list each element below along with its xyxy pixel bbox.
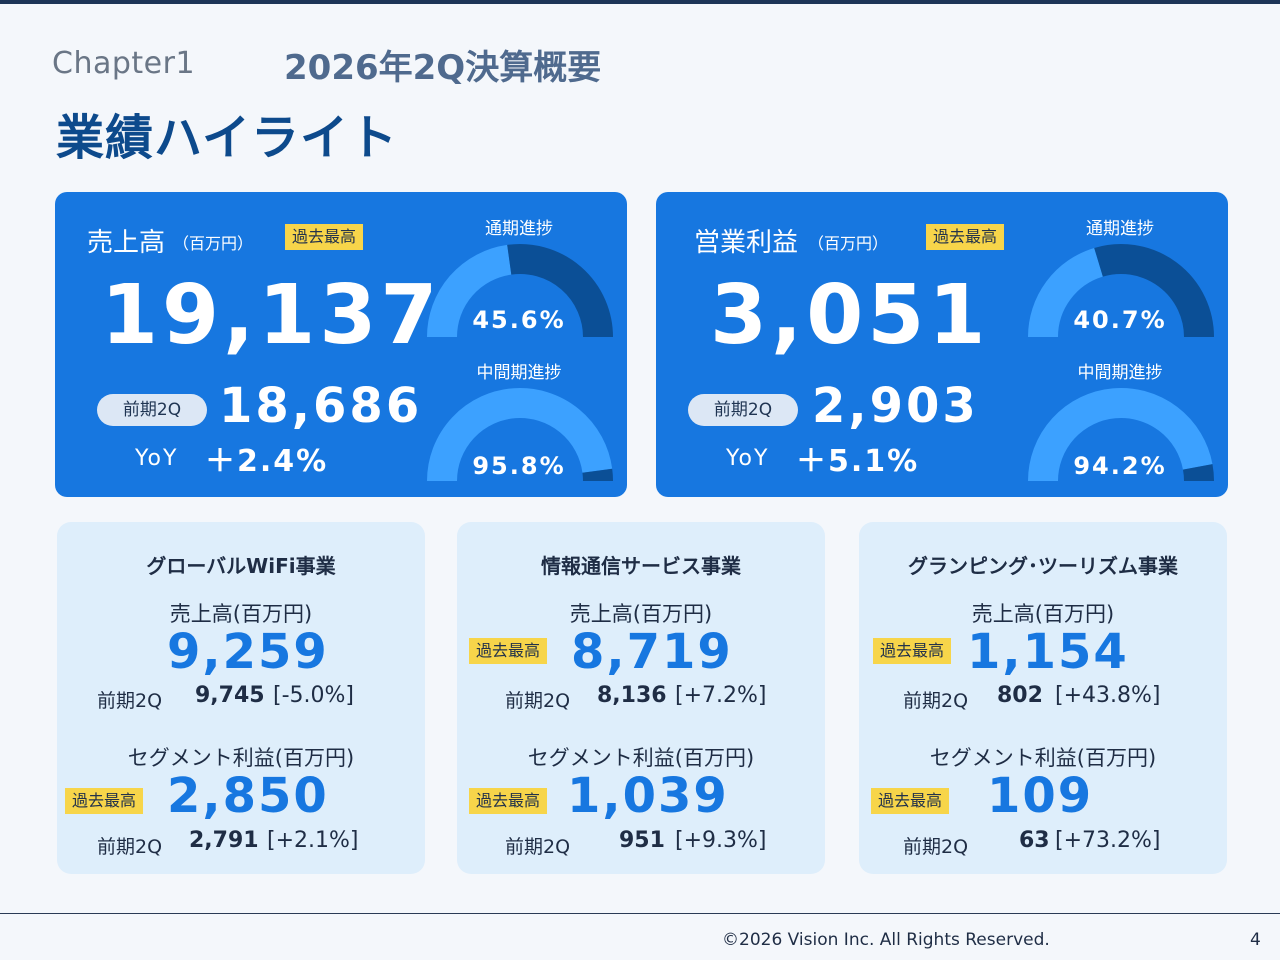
gauge-full-percent: 40.7% bbox=[1073, 306, 1167, 334]
segment-sales-label: 売上高(百万円) bbox=[971, 602, 1115, 626]
gauge-track bbox=[1028, 247, 1104, 338]
prev-period-pill: 前期2Q bbox=[97, 394, 207, 426]
segment-card-telecom-services: 情報通信サービス事業 売上高(百万円) 過去最高 8,719 前期2Q 8,13… bbox=[457, 522, 825, 874]
segment-sales-prev-rate: [-5.0%] bbox=[273, 683, 354, 708]
segment-sales-prev-value: 802 bbox=[997, 683, 1043, 708]
segment-profit-prev-rate: [+9.3%] bbox=[675, 828, 767, 853]
top-rule bbox=[0, 0, 1280, 4]
segment-profit-prev-rate: [+2.1%] bbox=[267, 828, 359, 853]
segment-profit-label: セグメント利益(百万円) bbox=[527, 746, 755, 770]
segment-card-global-wifi: グローバルWiFi事業 売上高(百万円) 9,259 前期2Q 9,745 [-… bbox=[57, 522, 425, 874]
segment-name: グランピング･ツーリズム事業 bbox=[908, 554, 1178, 578]
segment-name: グローバルWiFi事業 bbox=[146, 554, 336, 578]
segment-profit-prev-label: 前期2Q bbox=[97, 836, 163, 858]
yoy-label: YoY bbox=[726, 446, 770, 471]
record-high-badge: 過去最高 bbox=[871, 788, 950, 814]
gauge-full-year bbox=[427, 244, 613, 338]
gauge-track bbox=[427, 244, 512, 338]
kpi-card-sales: 売上高 （百万円） 過去最高 19,137 前期2Q 18,686 YoY ＋2… bbox=[55, 192, 627, 497]
gauge-half-year bbox=[1028, 388, 1214, 482]
record-high-badge: 過去最高 bbox=[469, 788, 548, 814]
record-high-badge: 過去最高 bbox=[469, 638, 548, 664]
gauge-half-title: 中間期進捗 bbox=[476, 363, 562, 383]
segment-profit-prev-value: 63 bbox=[1019, 828, 1050, 853]
record-high-badge: 過去最高 bbox=[65, 788, 144, 814]
gauge-half-percent: 95.8% bbox=[472, 452, 566, 480]
gauge-progress bbox=[1182, 464, 1214, 482]
segment-card-glamping-tourism: グランピング･ツーリズム事業 売上高(百万円) 過去最高 1,154 前期2Q … bbox=[859, 522, 1227, 874]
segment-sales-value: 8,719 bbox=[571, 624, 733, 680]
prev-period-pill: 前期2Q bbox=[688, 394, 798, 426]
record-high-badge: 過去最高 bbox=[285, 224, 364, 250]
gauge-progress bbox=[1094, 244, 1214, 338]
gauge-track bbox=[427, 388, 613, 482]
kpi-unit: （百万円） bbox=[173, 234, 254, 253]
segment-sales-prev-label: 前期2Q bbox=[97, 690, 163, 712]
gauge-full-percent: 45.6% bbox=[472, 306, 566, 334]
yoy-value: ＋5.1% bbox=[796, 444, 920, 479]
kpi-label: 営業利益 bbox=[694, 228, 799, 258]
gauge-track bbox=[1028, 388, 1213, 482]
segment-profit-prev-value: 2,791 bbox=[189, 828, 259, 853]
gauge-half-percent: 94.2% bbox=[1073, 452, 1167, 480]
page-number: 4 bbox=[1250, 930, 1261, 950]
gauge-full-year bbox=[1028, 244, 1214, 338]
chapter-label: Chapter1 bbox=[52, 46, 196, 81]
segment-profit-prev-label: 前期2Q bbox=[505, 836, 571, 858]
gauge-half-title: 中間期進捗 bbox=[1077, 363, 1163, 383]
segment-sales-label: 売上高(百万円) bbox=[169, 602, 313, 626]
yoy-value: ＋2.4% bbox=[205, 444, 329, 479]
kpi-value: 3,051 bbox=[710, 268, 990, 363]
kpi-card-operating-profit: 営業利益 （百万円） 過去最高 3,051 前期2Q 2,903 YoY ＋5.… bbox=[656, 192, 1228, 497]
gauge-full-title: 通期進捗 bbox=[485, 219, 553, 239]
yoy-label: YoY bbox=[135, 446, 179, 471]
copyright-text: ©2026 Vision Inc. All Rights Reserved. bbox=[722, 930, 1050, 950]
prev-period-value: 2,903 bbox=[812, 378, 979, 434]
gauge-progress bbox=[507, 244, 613, 338]
kpi-value: 19,137 bbox=[101, 268, 442, 363]
record-high-badge: 過去最高 bbox=[926, 224, 1005, 250]
segment-sales-prev-label: 前期2Q bbox=[903, 690, 969, 712]
footer-rule bbox=[0, 913, 1280, 914]
segment-name: 情報通信サービス事業 bbox=[541, 554, 741, 578]
segment-profit-prev-label: 前期2Q bbox=[903, 836, 969, 858]
slide-title: 業績ハイライト bbox=[56, 110, 399, 166]
segment-sales-prev-rate: [+43.8%] bbox=[1055, 683, 1161, 708]
segment-sales-value: 9,259 bbox=[167, 624, 329, 680]
gauge-full-title: 通期進捗 bbox=[1086, 219, 1154, 239]
segment-profit-value: 109 bbox=[987, 768, 1094, 824]
segment-profit-value: 1,039 bbox=[567, 768, 729, 824]
kpi-label: 売上高 bbox=[87, 228, 166, 258]
gauge-progress bbox=[582, 468, 613, 482]
segment-sales-prev-value: 9,745 bbox=[195, 683, 265, 708]
segment-profit-prev-value: 951 bbox=[619, 828, 665, 853]
segment-profit-label: セグメント利益(百万円) bbox=[929, 746, 1157, 770]
segment-profit-label: セグメント利益(百万円) bbox=[127, 746, 355, 770]
segment-sales-label: 売上高(百万円) bbox=[569, 602, 713, 626]
segment-profit-prev-rate: [+73.2%] bbox=[1055, 828, 1161, 853]
prev-period-value: 18,686 bbox=[219, 378, 423, 434]
record-high-badge: 過去最高 bbox=[873, 638, 952, 664]
segment-sales-prev-value: 8,136 bbox=[597, 683, 667, 708]
segment-sales-value: 1,154 bbox=[967, 624, 1129, 680]
slide-subtitle: 2026年2Q決算概要 bbox=[284, 48, 602, 88]
kpi-unit: （百万円） bbox=[808, 234, 889, 253]
segment-sales-prev-rate: [+7.2%] bbox=[675, 683, 767, 708]
segment-profit-value: 2,850 bbox=[167, 768, 329, 824]
gauge-half-year bbox=[427, 388, 613, 482]
segment-sales-prev-label: 前期2Q bbox=[505, 690, 571, 712]
